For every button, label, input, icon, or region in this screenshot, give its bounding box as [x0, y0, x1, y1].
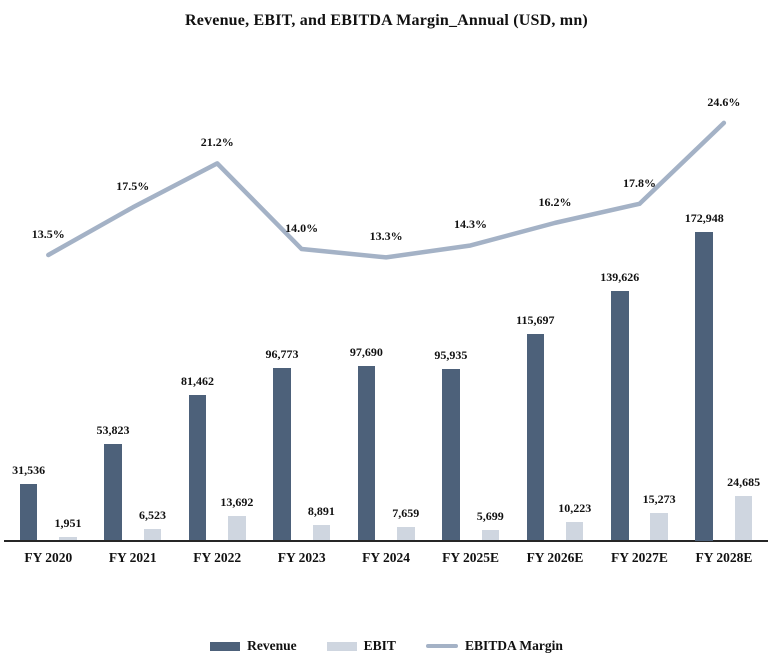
ebitda-margin-value-label: 17.5% — [116, 179, 150, 194]
ebit-value-label: 24,685 — [727, 475, 761, 490]
revenue-bar — [695, 231, 713, 541]
ebitda-margin-value-label: 17.8% — [622, 175, 656, 190]
x-axis-label: FY 2027E — [611, 550, 668, 565]
ebit-value-label: 10,223 — [558, 501, 592, 516]
legend-label-ebitda-margin: EBITDA Margin — [464, 638, 563, 653]
x-axis-label: FY 2028E — [695, 550, 753, 565]
legend-label-revenue: Revenue — [247, 638, 297, 653]
revenue-value-label: 139,626 — [600, 270, 640, 285]
ebit-value-label: 13,692 — [220, 495, 254, 510]
ebitda-margin-value-label: 16.2% — [538, 194, 572, 209]
ebitda-margin-value-label: 13.3% — [369, 229, 403, 244]
x-axis-line — [4, 540, 768, 542]
revenue-value-label: 172,948 — [684, 210, 724, 225]
legend-label-ebit: EBIT — [363, 638, 396, 653]
x-axis-label: FY 2022 — [193, 550, 242, 565]
revenue-bar — [188, 394, 207, 541]
revenue-value-label: 97,690 — [349, 344, 383, 359]
ebit-bar — [59, 537, 77, 541]
revenue-value-label: 31,536 — [12, 463, 46, 478]
revenue-bar — [442, 369, 460, 541]
revenue-bar — [357, 365, 376, 541]
ebit-value-label: 6,523 — [138, 507, 166, 522]
x-axis-label: FY 2020 — [24, 550, 73, 565]
legend-item-ebitda-margin: EBITDA Margin — [425, 638, 563, 654]
x-axis-label: FY 2023 — [277, 550, 326, 565]
ebit-swatch-icon — [326, 641, 357, 651]
ebit-bar — [734, 496, 753, 541]
legend-item-revenue: Revenue — [210, 638, 297, 654]
ebit-bar — [397, 526, 415, 541]
x-axis-label: FY 2021 — [108, 550, 157, 565]
ebit-value-label: 15,273 — [642, 492, 676, 507]
revenue-bar — [273, 367, 291, 541]
revenue-value-label: 115,697 — [516, 312, 555, 327]
revenue-bar — [19, 484, 38, 541]
ebitda-margin-value-label: 14.3% — [454, 217, 488, 232]
ebit-value-label: 1,951 — [54, 516, 82, 530]
revenue-bar — [611, 291, 629, 541]
legend-item-ebit: EBIT — [326, 638, 396, 654]
x-axis-label: FY 2024 — [362, 550, 411, 565]
legend: Revenue EBIT EBITDA Margin — [0, 638, 773, 654]
ebit-bar — [228, 516, 246, 541]
revenue-swatch-icon — [210, 641, 241, 651]
ebit-bar — [565, 522, 584, 541]
ebitda-margin-value-label: 14.0% — [285, 221, 319, 236]
chart-title: Revenue, EBIT, and EBITDA Margin_Annual … — [185, 12, 588, 29]
ebit-value-label: 5,699 — [476, 509, 504, 524]
ebit-bar — [650, 513, 668, 541]
ebitda-margin-value-label: 13.5% — [31, 227, 65, 241]
revenue-bar — [104, 444, 122, 541]
revenue-value-label: 53,823 — [96, 423, 130, 438]
ebit-bar — [312, 524, 331, 541]
ebitda-margin-value-label: 21.2% — [200, 135, 234, 150]
ebitda-margin-swatch-icon — [425, 644, 458, 648]
revenue-bar — [526, 333, 545, 541]
ebitda-margin-value-label: 24.6% — [707, 94, 741, 109]
x-axis-label: FY 2026E — [526, 550, 584, 565]
ebitda-margin-polyline — [46, 120, 727, 260]
ebit-bar — [143, 528, 162, 541]
ebit-bar — [481, 530, 499, 541]
revenue-value-label: 95,935 — [434, 348, 468, 363]
ebit-value-label: 7,659 — [392, 505, 420, 520]
revenue-value-label: 96,773 — [265, 346, 299, 361]
x-axis-label: FY 2025E — [442, 550, 499, 565]
ebit-value-label: 8,891 — [307, 503, 335, 518]
revenue-value-label: 81,462 — [181, 373, 214, 388]
